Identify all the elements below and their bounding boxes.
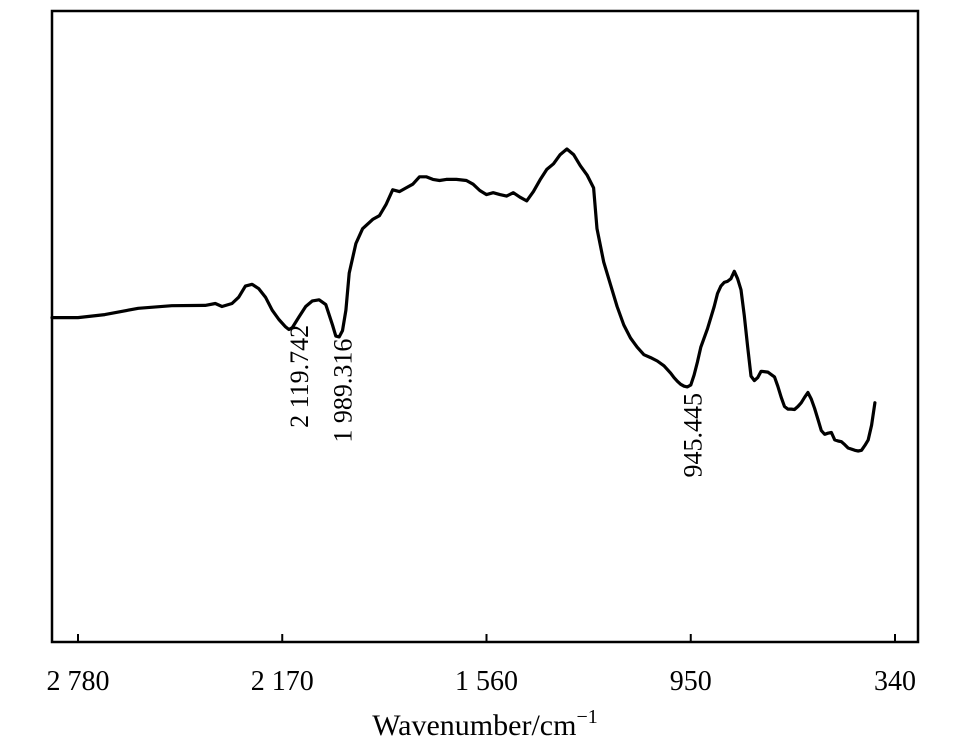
x-tick-label: 1 560 [455,666,518,697]
x-axis: 2 780 2 170 1 560 950 340 [47,634,916,697]
spectrum-line [50,147,877,453]
x-tick-label: 2 780 [47,666,110,697]
x-tick-label: 340 [874,666,916,697]
peak-label: 945.445 [678,393,707,478]
peak-label: 2 119.742 [285,325,314,428]
x-axis-title: Wavenumber/cm−1 [372,706,597,742]
x-axis-title-text: Wavenumber/cm [372,709,576,742]
x-tick-label: 950 [670,666,712,697]
peak-annotations: 2 119.742 1 989.316 945.445 [285,325,707,478]
x-axis-title-exponent: −1 [576,706,597,728]
x-tick-label: 2 170 [251,666,314,697]
plot-frame [50,9,920,644]
peak-label: 1 989.316 [329,339,358,443]
